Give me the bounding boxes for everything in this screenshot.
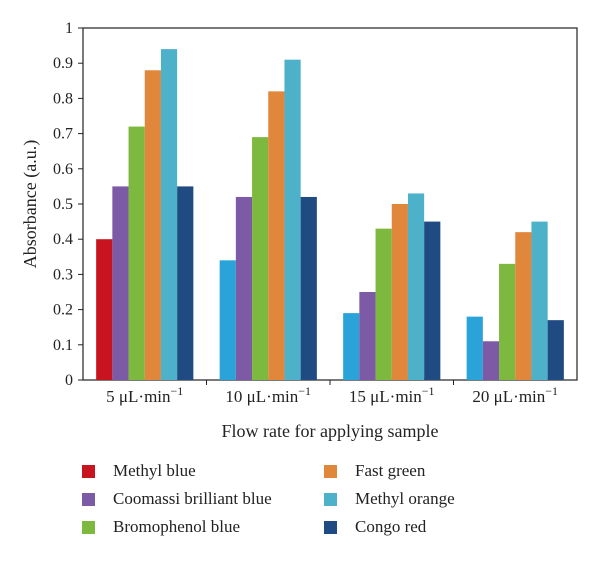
bar-methyl-orange [531, 221, 548, 380]
bar-fast-green [144, 70, 161, 381]
bar-bromophenol-blue [128, 126, 145, 380]
x-tick-label: 5 μL·min−1 [106, 384, 183, 406]
bar-methyl-blue [96, 239, 113, 380]
x-axis-label: Flow rate for applying sample [222, 421, 439, 441]
y-tick-label: 0.6 [53, 161, 73, 178]
bar-methyl-blue [343, 313, 360, 380]
y-tick-label: 0.4 [53, 231, 73, 248]
bar-fast-green [268, 91, 285, 381]
legend-item: Bromophenol blue [82, 514, 240, 540]
legend-label: Bromophenol blue [113, 517, 241, 536]
legend-item: Methyl blue [82, 458, 196, 484]
y-tick-label: 0.5 [53, 196, 73, 213]
bar-bromophenol-blue [252, 137, 269, 380]
bar-methyl-orange [407, 193, 425, 380]
legend-item: Congo red [324, 514, 426, 540]
legend-swatch [324, 464, 337, 478]
bar-fast-green [391, 204, 408, 380]
legend-item: Methyl orange [324, 486, 455, 512]
bars-group [96, 49, 564, 381]
bar-coomassi-brilliant-blue [359, 292, 376, 380]
bar-fast-green [515, 232, 532, 380]
legend-swatch [82, 492, 95, 506]
bar-coomassi-brilliant-blue [112, 186, 129, 380]
x-tick-label: 15 μL·min−1 [349, 384, 435, 406]
legend-label: Methyl blue [113, 461, 196, 480]
bar-coomassi-brilliant-blue [482, 341, 500, 380]
legend-item: Fast green [324, 458, 425, 484]
legend-swatch [82, 464, 95, 478]
legend-label: Fast green [355, 461, 426, 480]
y-tick-label: 0.2 [53, 302, 73, 319]
y-tick-label: 0.1 [53, 337, 73, 354]
legend-swatch [324, 520, 337, 534]
bar-methyl-orange [284, 59, 301, 381]
legend-label: Congo red [355, 517, 427, 536]
bar-methyl-orange [160, 49, 178, 381]
legend-swatch [82, 520, 95, 534]
y-tick-label: 0.7 [53, 126, 73, 143]
bar-congo-red [424, 221, 441, 380]
bar-congo-red [547, 320, 564, 380]
legend-label: Coomassi brilliant blue [113, 489, 272, 508]
y-axis-label: Absorbance (a.u.) [20, 140, 41, 268]
x-axis: 5 μL·min−1 10 μL·min−1 15 μL·min−1 20 μL·mi… [106, 380, 558, 406]
y-tick-label: 0 [65, 372, 73, 389]
y-tick-label: 0.9 [53, 55, 73, 72]
bar-coomassi-brilliant-blue [235, 196, 253, 380]
bar-congo-red [177, 186, 194, 380]
x-tick-label: 20 μL·min−1 [472, 384, 558, 406]
legend-swatch [324, 492, 337, 506]
legend-label: Methyl orange [355, 489, 455, 508]
bar-methyl-blue [466, 316, 483, 380]
y-tick-label: 0.3 [53, 266, 73, 283]
y-tick-label: 1 [65, 20, 73, 37]
bar-methyl-blue [219, 260, 236, 380]
y-axis: 0 0.1 0.2 0.3 0.4 0.5 0.6 0.7 0.8 0.9 1 [53, 20, 83, 389]
bar-congo-red [300, 196, 317, 380]
legend: Methyl blue Coomassi brilliant blue Bromop… [82, 458, 582, 548]
x-tick-label: 10 μL·min−1 [225, 384, 311, 406]
bar-bromophenol-blue [499, 263, 516, 380]
bar-bromophenol-blue [375, 228, 392, 380]
legend-item: Coomassi brilliant blue [82, 486, 272, 512]
y-tick-label: 0.8 [53, 90, 73, 107]
